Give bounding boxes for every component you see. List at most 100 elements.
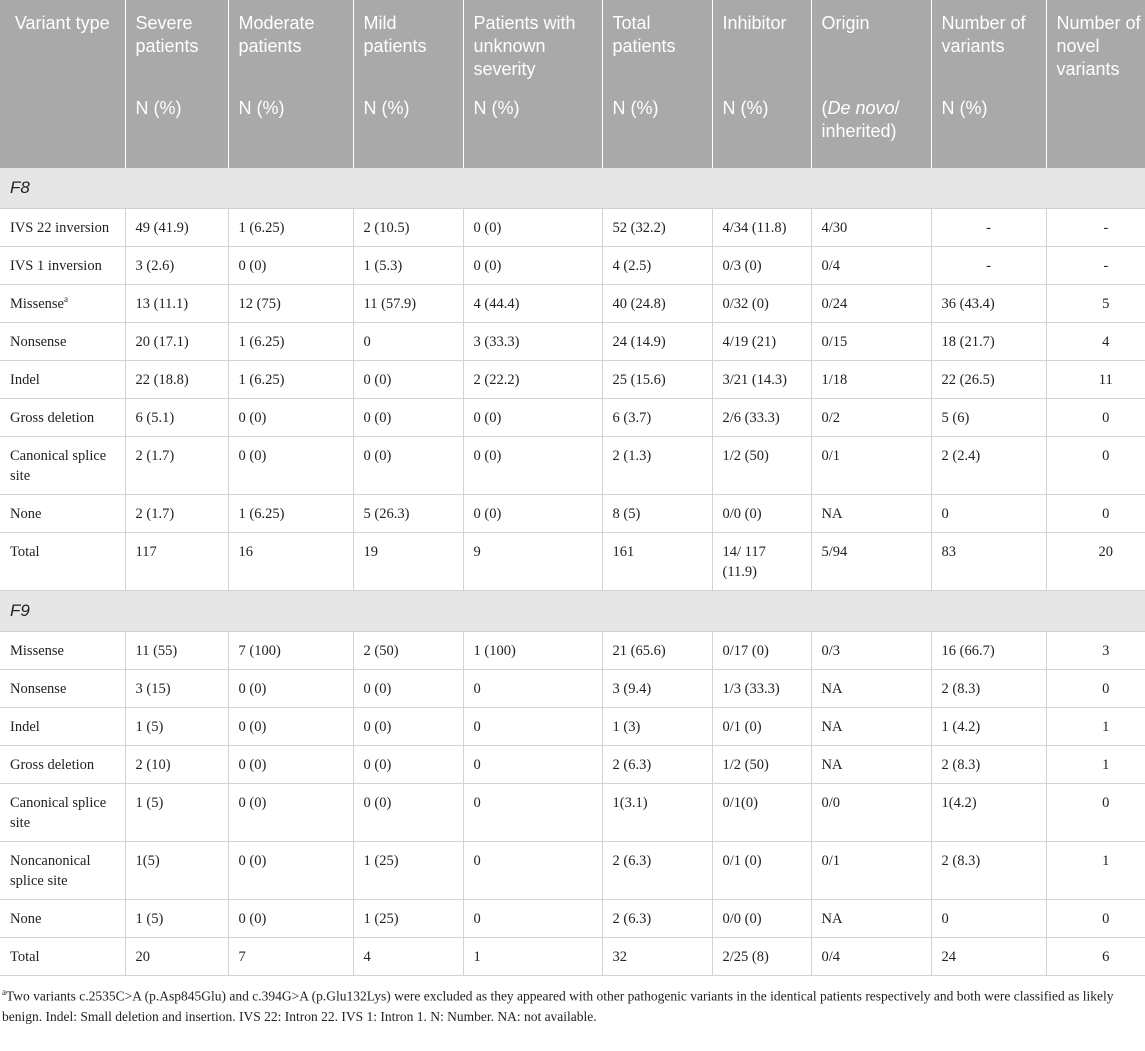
- section-row: F9: [0, 590, 1145, 632]
- table-cell: 1/2 (50): [712, 745, 812, 784]
- table-cell: 0 (0): [228, 899, 354, 938]
- variant-type-label: Noncanonical splice site: [10, 853, 91, 889]
- table-cell: 0 (0): [463, 246, 603, 285]
- table-cell: 0 (0): [228, 669, 354, 708]
- subheader-unknown-severity: N (%): [463, 89, 603, 168]
- header-total-patients: Total patients: [602, 0, 713, 89]
- table-cell: 0/1 (0): [712, 841, 812, 900]
- table-cell: 49 (41.9): [125, 208, 229, 247]
- table-cell: NA: [811, 899, 932, 938]
- table-cell: 0: [463, 745, 603, 784]
- variant-type-label: Total: [10, 949, 40, 965]
- table-cell: 0: [931, 494, 1047, 533]
- table-cell: NA: [811, 494, 932, 533]
- table-cell: 0 (0): [463, 208, 603, 247]
- table-cell: 0 (0): [228, 841, 354, 900]
- table-row: None 2 (1.7) 1 (6.25) 5 (26.3) 0 (0) 8 (5) 0/0…: [0, 494, 1145, 533]
- origin-open: (: [821, 98, 828, 118]
- footnote: aTwo variants c.2535C>A (p.Asp845Glu) an…: [0, 976, 1145, 1027]
- table-cell: 1 (4.2): [931, 707, 1047, 746]
- table-cell: 0/1 (0): [712, 707, 812, 746]
- footnote-ref: a: [63, 294, 68, 305]
- section-label: F9: [0, 590, 1145, 632]
- header-row-1: Variant type Severe patients Moderate pa…: [0, 0, 1145, 89]
- variant-type-label: None: [10, 506, 42, 522]
- table-cell: 22 (26.5): [931, 360, 1047, 399]
- table-cell: 2 (10.5): [353, 208, 464, 247]
- table-cell: 5 (26.3): [353, 494, 464, 533]
- table-cell: 2 (1.7): [125, 494, 229, 533]
- table-cell: 5: [1046, 284, 1145, 323]
- table-cell: 1 (5): [125, 783, 229, 842]
- variant-type-label: Canonical splice site: [10, 448, 107, 484]
- table-cell: 1 (6.25): [228, 494, 354, 533]
- variant-type-cell: Gross deletion: [0, 745, 126, 784]
- table-row: Gross deletion 2 (10) 0 (0) 0 (0) 0 2 (6.3) 1/…: [0, 745, 1145, 784]
- table-row: IVS 1 inversion 3 (2.6) 0 (0) 1 (5.3) 0 (0) 4…: [0, 246, 1145, 285]
- header-variant-type: Variant type: [0, 0, 126, 89]
- table-cell: 0 (0): [353, 745, 464, 784]
- variant-type-label: Missense: [10, 296, 64, 312]
- table-row: Total 20 7 4 1 32 2/25 (8) 0/4 24 6: [0, 937, 1145, 976]
- table-cell: 2 (50): [353, 631, 464, 670]
- header-number-novel: Number of novel variants: [1046, 0, 1145, 89]
- variant-type-label: IVS 1 inversion: [10, 258, 102, 274]
- table-container: Variant type Severe patients Moderate pa…: [0, 0, 1145, 1027]
- table-cell: 0 (0): [353, 436, 464, 495]
- table-cell: 11 (55): [125, 631, 229, 670]
- table-cell: 6 (3.7): [602, 398, 713, 437]
- footnote-text: Two variants c.2535C>A (p.Asp845Glu) and…: [2, 988, 1114, 1024]
- subheader-moderate: N (%): [228, 89, 354, 168]
- table-cell: 0 (0): [353, 783, 464, 842]
- subheader-total-patients: N (%): [602, 89, 713, 168]
- table-row: IVS 22 inversion 49 (41.9) 1 (6.25) 2 (10.5…: [0, 208, 1145, 247]
- subheader-origin: (De novo/ inherited): [811, 89, 932, 168]
- variant-type-label: Nonsense: [10, 334, 67, 350]
- table-cell: 0: [1046, 494, 1145, 533]
- table-cell: 0: [1046, 783, 1145, 842]
- table-cell: 2 (8.3): [931, 745, 1047, 784]
- table-cell: 24: [931, 937, 1047, 976]
- variant-type-cell: Canonical splice site: [0, 783, 126, 842]
- variant-type-label: Total: [10, 544, 40, 560]
- table-cell: 4 (44.4): [463, 284, 603, 323]
- section-label: F8: [0, 168, 1145, 209]
- variant-type-label: Missense: [10, 643, 64, 659]
- table-cell: 0 (0): [353, 669, 464, 708]
- table-cell: 3/21 (14.3): [712, 360, 812, 399]
- variant-type-label: Indel: [10, 719, 40, 735]
- table-cell: 4/34 (11.8): [712, 208, 812, 247]
- table-cell: 14/ 117 (11.9): [712, 532, 812, 591]
- table-cell: 19: [353, 532, 464, 591]
- table-cell: NA: [811, 707, 932, 746]
- table-cell: 0 (0): [353, 398, 464, 437]
- table-row: None 1 (5) 0 (0) 1 (25) 0 2 (6.3) 0/0 (0) NA 0 0: [0, 899, 1145, 938]
- table-cell: 3 (9.4): [602, 669, 713, 708]
- table-cell: 5 (6): [931, 398, 1047, 437]
- table-cell: 0/2: [811, 398, 932, 437]
- table-cell: 5/94: [811, 532, 932, 591]
- table-row: Noncanonical splice site 1(5) 0 (0) 1 (25) 0…: [0, 841, 1145, 900]
- table-cell: -: [931, 246, 1047, 285]
- table-cell: 0 (0): [228, 398, 354, 437]
- table-cell: NA: [811, 669, 932, 708]
- subheader-number-novel: [1046, 89, 1145, 168]
- variant-type-label: None: [10, 911, 42, 927]
- subheader-severe: N (%): [125, 89, 229, 168]
- variant-type-cell: Total: [0, 937, 126, 976]
- table-cell: 4: [353, 937, 464, 976]
- variant-type-cell: Total: [0, 532, 126, 591]
- table-body: F8 IVS 22 inversion 49 (41.9) 1 (6.25) 2 (10…: [0, 168, 1145, 976]
- table-cell: 0 (0): [228, 745, 354, 784]
- section-row: F8: [0, 168, 1145, 209]
- table-cell: 1: [1046, 707, 1145, 746]
- variant-type-cell: Missensea: [0, 284, 126, 323]
- table-cell: 2/25 (8): [712, 937, 812, 976]
- table-cell: 1 (25): [353, 841, 464, 900]
- table-cell: 1 (5.3): [353, 246, 464, 285]
- header-severe: Severe patients: [125, 0, 229, 89]
- table-row: Missensea 13 (11.1) 12 (75) 11 (57.9) 4 (44.…: [0, 284, 1145, 323]
- table-cell: 0/0 (0): [712, 899, 812, 938]
- variant-type-cell: None: [0, 899, 126, 938]
- footnote-marker: a: [2, 987, 6, 997]
